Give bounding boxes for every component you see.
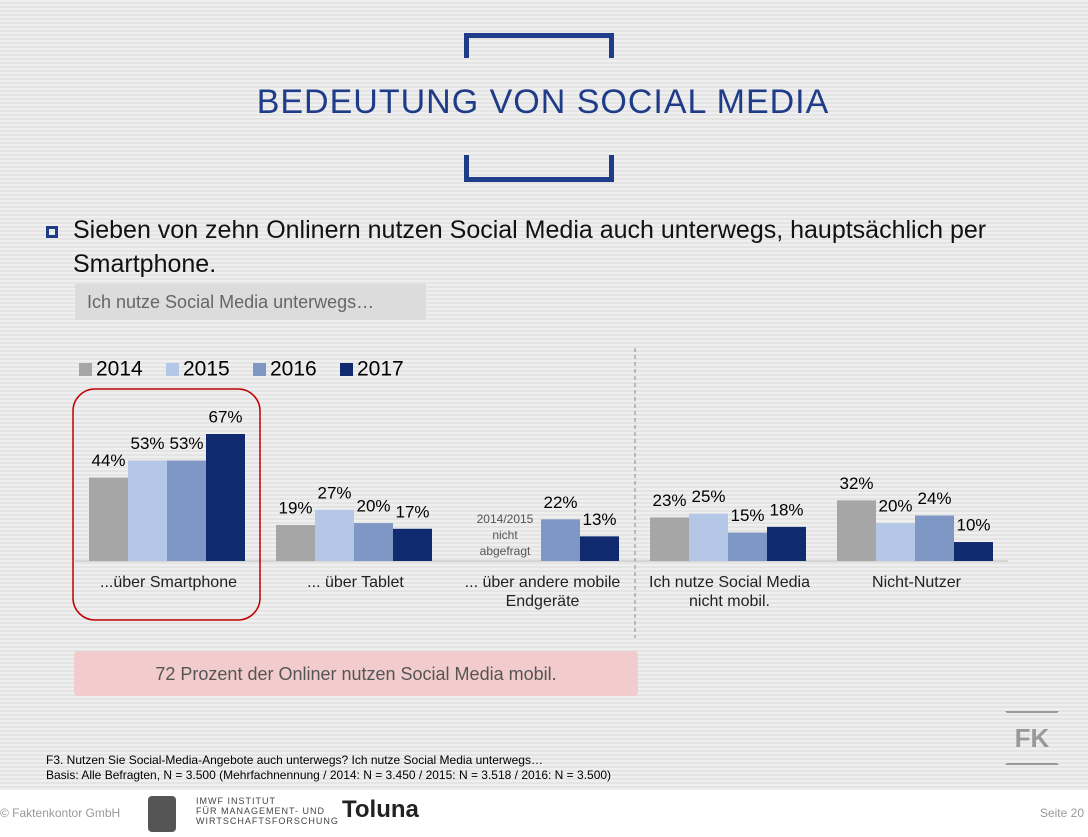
legend-swatch — [340, 363, 353, 376]
chart-subtitle: Ich nutze Social Media unterwegs… — [87, 292, 374, 312]
legend-swatch — [253, 363, 266, 376]
logo-text: WIRTSCHAFTSFORSCHUNG — [196, 816, 339, 826]
headline: Sieben von zehn Onlinern nutzen Social M… — [73, 216, 987, 278]
x-tick-label: ... über andere mobile Endgeräte — [464, 574, 621, 610]
value-label: 13% — [582, 510, 616, 529]
footnote: F3. Nutzen Sie Social-Media-Angebote auc… — [46, 753, 543, 767]
logo-text: FÜR MANAGEMENT- UND — [196, 806, 325, 816]
bar — [354, 523, 393, 561]
highlight-box — [72, 388, 261, 621]
value-label: 53% — [169, 434, 203, 453]
value-label: 25% — [691, 487, 725, 506]
page-number: Seite 20 — [1039, 806, 1084, 820]
bar — [915, 515, 954, 561]
value-label: 53% — [130, 434, 164, 453]
bar — [167, 460, 206, 561]
bar — [128, 460, 167, 561]
x-tick-label: Ich nutze Social Media nicht mobil. — [649, 574, 810, 610]
value-label: 44% — [91, 451, 125, 470]
value-label: 22% — [543, 493, 577, 512]
imwf-icon — [148, 796, 176, 832]
value-label: 20% — [356, 497, 390, 516]
bar — [541, 519, 580, 561]
bullet-icon — [46, 226, 58, 238]
legend-swatch — [79, 363, 92, 376]
value-label: 24% — [917, 489, 951, 508]
legend-swatch — [166, 363, 179, 376]
value-label: 32% — [839, 474, 873, 493]
bar — [315, 509, 354, 561]
legend-label: 2016 — [270, 358, 317, 381]
value-label: 10% — [956, 516, 990, 535]
bar — [689, 513, 728, 561]
value-label: 20% — [878, 497, 912, 516]
x-tick-label: ... über Tablet — [307, 574, 404, 591]
x-tick-label: Nicht-Nutzer — [872, 574, 961, 591]
copyright: © Faktenkontor GmbH — [0, 806, 121, 820]
bar — [767, 526, 806, 561]
footer-bar — [0, 790, 1088, 837]
legend-label: 2017 — [357, 358, 404, 381]
slide-title: BEDEUTUNG VON SOCIAL MEDIA — [257, 83, 830, 121]
imwf-logo: IMWF INSTITUT FÜR MANAGEMENT- UND WIRTSC… — [196, 796, 339, 826]
value-label: 27% — [317, 483, 351, 502]
bar — [580, 536, 619, 561]
value-label: 19% — [278, 498, 312, 517]
toluna-logo: Toluna — [342, 796, 419, 823]
title-brackets — [464, 33, 614, 182]
legend-label: 2015 — [183, 358, 230, 381]
logo-text: IMWF INSTITUT — [196, 796, 276, 806]
footnote: Basis: Alle Befragten, N = 3.500 (Mehrfa… — [46, 768, 612, 782]
subtitle-box — [75, 284, 426, 320]
legend-label: 2014 — [96, 358, 143, 381]
value-label: 18% — [769, 500, 803, 519]
bar — [206, 434, 245, 561]
bar — [89, 477, 128, 561]
value-label: 67% — [208, 407, 242, 426]
value-label: 17% — [395, 502, 429, 521]
value-label: 23% — [652, 491, 686, 510]
callout-box — [74, 651, 638, 696]
annotation: 2014/2015 nicht abgefragt — [476, 512, 534, 558]
x-tick-label: ...über Smartphone — [100, 574, 237, 591]
value-label: 15% — [730, 506, 764, 525]
fk-logo: FK — [1005, 711, 1059, 765]
bar — [837, 500, 876, 561]
bar — [393, 528, 432, 561]
bar — [650, 517, 689, 561]
bar — [276, 524, 315, 561]
callout: 72 Prozent der Onliner nutzen Social Med… — [155, 664, 556, 684]
bar — [728, 532, 767, 561]
bar — [954, 542, 993, 561]
bar — [876, 523, 915, 561]
